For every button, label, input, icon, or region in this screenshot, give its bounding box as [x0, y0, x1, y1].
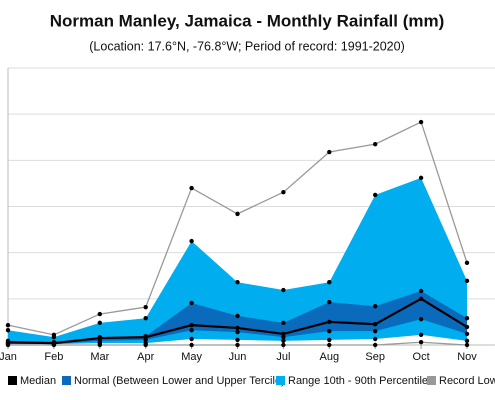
point	[235, 280, 240, 285]
x-tick-label: Feb	[44, 351, 63, 363]
point	[373, 322, 378, 327]
point	[418, 316, 424, 322]
point	[373, 304, 378, 309]
legend-label: Record Low/High	[439, 375, 495, 387]
point	[327, 149, 332, 155]
point	[189, 185, 194, 191]
point	[281, 189, 286, 195]
point	[143, 304, 148, 310]
point	[327, 299, 332, 305]
point	[97, 335, 103, 341]
point	[235, 325, 240, 331]
point	[235, 342, 240, 348]
point	[373, 342, 378, 348]
point	[327, 342, 332, 348]
point	[281, 338, 286, 344]
point	[281, 287, 286, 293]
legend-swatch	[276, 376, 285, 385]
legend-label: Range 10th - 90th Percentile	[288, 375, 428, 387]
x-tick-label: Jun	[229, 351, 247, 363]
x-tick-label: Apr	[137, 351, 154, 363]
point	[373, 336, 378, 342]
point	[5, 328, 11, 333]
x-tick-label: Aug	[320, 351, 340, 363]
chart-title: Norman Manley, Jamaica - Monthly Rainfal…	[50, 11, 445, 30]
band	[8, 177, 467, 345]
point	[418, 175, 424, 181]
point	[418, 119, 424, 125]
point	[143, 334, 148, 340]
x-tick-label: Sep	[365, 351, 385, 363]
point	[464, 316, 470, 321]
point	[189, 238, 194, 244]
point	[464, 260, 470, 266]
point	[281, 320, 286, 326]
x-tick-label: Oct	[413, 351, 430, 363]
point	[464, 338, 470, 344]
point	[373, 192, 378, 198]
legend-label: Normal (Between Lower and Upper Tercile)	[74, 375, 285, 387]
point	[97, 320, 103, 326]
x-tick-label: Nov	[457, 351, 477, 363]
point	[373, 141, 378, 147]
point	[281, 334, 286, 340]
point	[51, 334, 57, 340]
x-tick-label: Jul	[276, 351, 290, 363]
point	[143, 316, 148, 321]
point	[464, 278, 470, 284]
point	[418, 296, 424, 302]
point	[373, 328, 378, 334]
point	[464, 342, 470, 348]
point	[189, 328, 194, 333]
point	[327, 337, 332, 343]
point	[189, 342, 194, 348]
point	[235, 211, 240, 217]
point	[418, 332, 424, 338]
point	[327, 280, 332, 285]
point	[281, 342, 286, 348]
legend-label: Median	[20, 375, 56, 387]
point	[189, 322, 194, 328]
legend-swatch	[8, 376, 17, 385]
point	[51, 340, 57, 346]
x-tick-label: Jan	[0, 351, 17, 363]
point	[464, 331, 470, 337]
point	[189, 336, 194, 342]
legend-swatch	[427, 376, 436, 385]
chart-subtitle: (Location: 17.6°N, -76.8°W; Period of re…	[89, 39, 405, 53]
point	[235, 313, 240, 319]
point	[418, 288, 424, 294]
point	[327, 319, 332, 325]
point	[235, 329, 240, 335]
point	[189, 300, 194, 306]
point	[464, 324, 470, 330]
point	[97, 311, 103, 317]
legend-swatch	[62, 376, 71, 385]
point	[143, 340, 148, 346]
point	[5, 322, 11, 328]
point	[281, 331, 286, 337]
point	[235, 337, 240, 343]
point	[5, 340, 11, 345]
point	[327, 328, 332, 334]
x-tick-label: May	[181, 351, 202, 363]
x-tick-label: Mar	[90, 351, 109, 363]
point	[418, 340, 424, 345]
